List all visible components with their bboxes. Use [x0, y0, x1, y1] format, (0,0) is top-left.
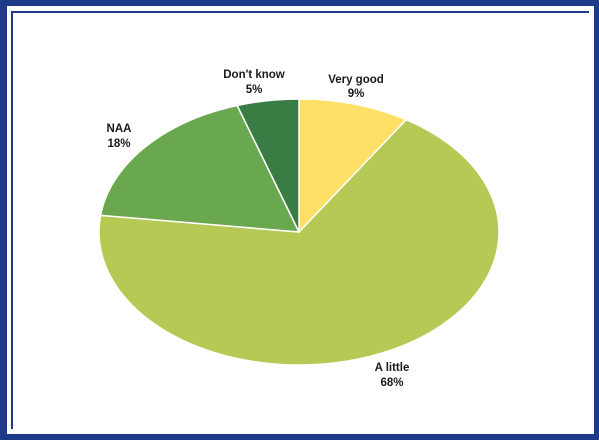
slice-label-dont-know: Don't know — [223, 69, 285, 81]
chart-inner-border — [11, 11, 589, 429]
slice-pct-very-good: 9% — [348, 88, 365, 100]
pie-slice-a-little — [98, 118, 500, 366]
pie-slice-very-good — [298, 98, 408, 234]
slice-pct-dont-know: 5% — [246, 84, 263, 96]
pie-slice-naa — [99, 104, 301, 233]
slice-label-a-little: A little — [375, 362, 410, 374]
slice-pct-a-little: 68% — [380, 377, 403, 389]
slice-pct-naa: 18% — [107, 138, 130, 150]
pie-labels: Very good 9% A little 68% NAA 18% Don't … — [107, 69, 410, 389]
pie-slices — [98, 98, 500, 366]
pie-slice-don-t-know — [236, 98, 300, 233]
slice-label-very-good: Very good — [328, 74, 384, 86]
slice-label-naa: NAA — [107, 123, 132, 135]
